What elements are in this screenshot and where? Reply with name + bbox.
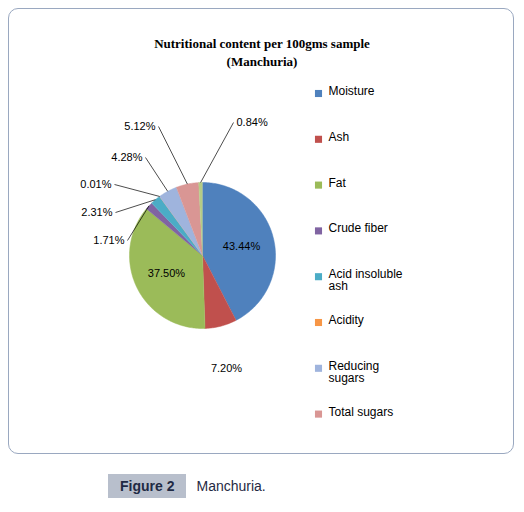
svg-text:0.84%: 0.84% (237, 116, 268, 128)
svg-text:Ash: Ash (329, 130, 350, 144)
svg-text:43.44%: 43.44% (223, 240, 261, 252)
svg-text:0.01%: 0.01% (80, 178, 111, 190)
svg-text:4.28%: 4.28% (111, 151, 142, 163)
svg-text:1.71%: 1.71% (93, 234, 124, 246)
svg-text:Crude fiber: Crude fiber (329, 221, 388, 235)
svg-text:7.20%: 7.20% (211, 362, 242, 374)
svg-text:Total sugars: Total sugars (329, 405, 394, 419)
svg-text:2.31%: 2.31% (81, 206, 112, 218)
html-text:Manchuria.: Manchuria. (196, 478, 266, 494)
svg-text:5.12%: 5.12% (124, 120, 155, 132)
svg-text:37.50%: 37.50% (148, 267, 186, 279)
svg-text:Acidity: Acidity (329, 313, 364, 327)
svg-text:Acid insolubleash: Acid insolubleash (329, 267, 403, 293)
html-text:Figure 2: Figure 2 (120, 478, 175, 494)
svg-text:Moisture: Moisture (329, 84, 375, 98)
svg-text:Fat: Fat (329, 176, 347, 190)
html-text:Nutritional content per 100gms: Nutritional content per 100gms sample (M… (154, 36, 370, 69)
svg-text:Reducingsugars: Reducingsugars (329, 359, 380, 385)
